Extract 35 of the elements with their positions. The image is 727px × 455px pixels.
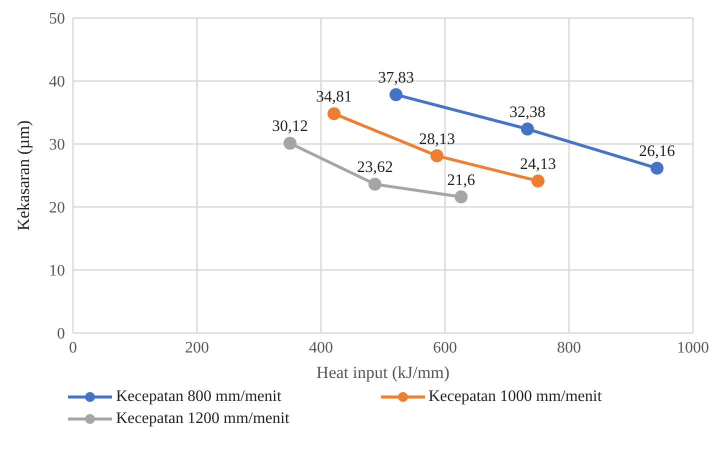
data-label: 34,81 <box>316 88 352 106</box>
x-tick-label: 800 <box>557 339 581 356</box>
x-tick-label: 200 <box>185 339 209 356</box>
y-tick-label: 30 <box>49 136 65 154</box>
point <box>284 136 296 150</box>
y-tick-label: 20 <box>49 200 65 217</box>
y-tick-label: 50 <box>49 10 65 28</box>
point <box>454 190 468 204</box>
x-tick-label: 400 <box>309 339 333 356</box>
data-label: 24,13 <box>520 156 556 173</box>
y-tick-label: 10 <box>49 262 65 280</box>
data-label: 23,62 <box>356 159 393 176</box>
point <box>650 162 664 175</box>
point <box>328 107 341 120</box>
point <box>520 122 534 136</box>
point <box>390 88 403 102</box>
point <box>532 174 544 188</box>
data-label: 28,13 <box>418 130 455 148</box>
y-tick-label: 40 <box>49 74 65 91</box>
legend-label: Kecepatan 1200 mm/menit <box>116 409 290 429</box>
point <box>368 178 382 191</box>
point <box>430 149 444 162</box>
y-axis-title: Kekasaran (µm) <box>14 120 34 231</box>
x-axis-title: Heat input (kJ/mm) <box>316 363 450 382</box>
data-label: 30,12 <box>272 118 308 136</box>
y-tick-label: 0 <box>57 326 65 343</box>
data-label: 37,83 <box>378 70 414 87</box>
data-label: 21,6 <box>447 172 476 189</box>
x-tick-label: 0 <box>69 339 77 356</box>
data-label: 26,16 <box>639 143 676 160</box>
legend-label: Kecepatan 1000 mm/menit <box>428 387 602 407</box>
data-label: 32,38 <box>509 104 546 122</box>
legend-label: Kecepatan 800 mm/menit <box>116 387 282 407</box>
x-tick-label: 600 <box>433 339 457 356</box>
x-tick-label: 1000 <box>677 339 709 356</box>
